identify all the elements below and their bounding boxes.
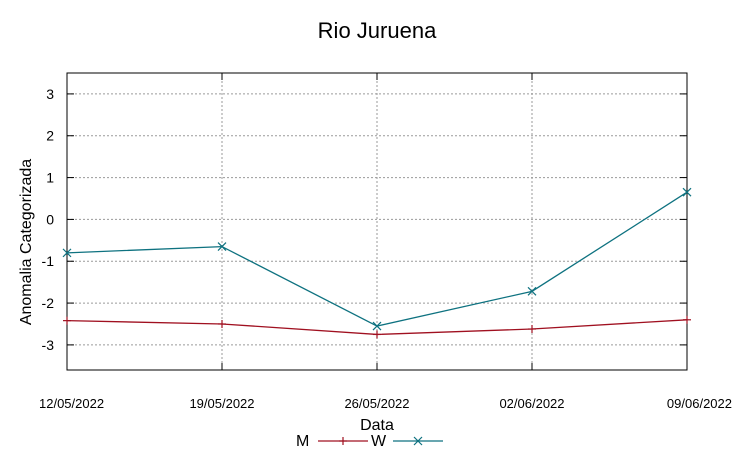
data-point-m [373,330,381,339]
x-axis-label: Data [360,417,394,434]
y-tick-label: 1 [46,170,54,186]
chart-title: Rio Juruena [318,18,437,43]
y-tick-label: 3 [46,86,54,102]
legend-label-m: M [296,433,309,450]
legend-label-w: W [371,433,387,450]
y-tick-layer: 3 2 1 0 -1 -2 -3 [42,86,687,353]
x-tick-layer: 12/05/2022 19/05/2022 26/05/2022 02/06/2022… [39,73,732,411]
y-tick-label: 0 [46,211,54,227]
series-layer [62,187,692,339]
legend-marker-w [413,436,423,446]
y-tick-label: -3 [42,337,55,353]
data-point-w [682,187,692,197]
data-point-w [372,321,382,331]
legend-marker-m [339,437,347,445]
y-axis-label: Anomalia Categorizada [18,159,35,325]
data-point-w [527,286,537,296]
data-point-w [62,248,72,258]
data-point-m [218,319,226,328]
x-tick-label: 12/05/2022 [39,396,104,411]
y-tick-label: 2 [46,128,54,144]
data-point-w [217,242,227,252]
x-tick-label: 26/05/2022 [344,396,409,411]
data-point-m [528,325,536,334]
x-tick-label: 02/06/2022 [499,396,564,411]
y-tick-label: -1 [42,253,55,269]
data-point-m [683,315,691,324]
y-tick-label: -2 [42,295,55,311]
data-point-m [63,316,71,325]
x-tick-label: 19/05/2022 [189,396,254,411]
x-tick-label: 09/06/2022 [667,396,732,411]
